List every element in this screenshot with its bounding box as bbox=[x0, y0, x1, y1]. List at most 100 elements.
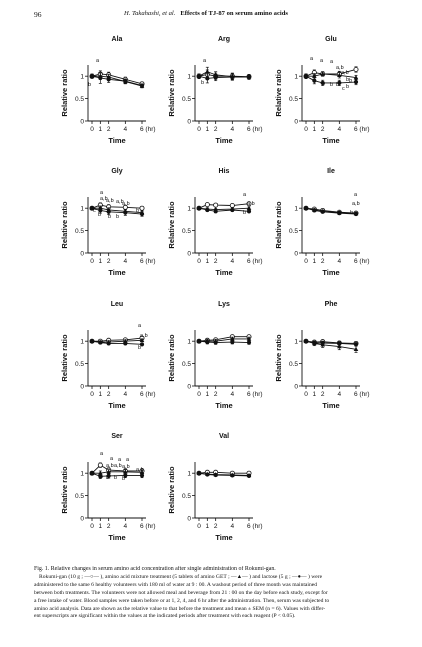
panel-title: Ile bbox=[327, 168, 335, 175]
caption-line: Fig. 1. Relative changes in serum amino … bbox=[34, 566, 276, 572]
data-point-filled-circle bbox=[98, 208, 103, 213]
caption-line: a free intake of water. Blood samples we… bbox=[34, 597, 330, 604]
x-axis-label: Time bbox=[215, 136, 232, 145]
x-axis-label: Time bbox=[322, 268, 339, 277]
x-tick-label: 1 bbox=[99, 258, 103, 265]
x-tick-label: 1 bbox=[206, 523, 210, 530]
significance-letter: a bbox=[243, 192, 247, 198]
x-tick-label: 0 bbox=[90, 258, 94, 265]
significance-letter: b bbox=[100, 474, 103, 480]
significance-letter: b bbox=[336, 82, 339, 88]
x-tick-label: 0 bbox=[197, 258, 201, 265]
y-tick-label: 1 bbox=[80, 206, 84, 213]
significance-letter: b bbox=[346, 84, 349, 90]
significance-letter: b bbox=[108, 214, 111, 220]
y-tick-label: 1 bbox=[294, 206, 298, 213]
y-axis-label: Relative ratio bbox=[274, 69, 283, 117]
x-tick-label: 6 (hr) bbox=[247, 391, 263, 398]
x-tick-label: 6 (hr) bbox=[140, 391, 156, 398]
y-axis-label: Relative ratio bbox=[167, 69, 176, 117]
x-tick-label: 0 bbox=[90, 126, 94, 133]
significance-letter: a,b bbox=[116, 199, 124, 205]
data-point-open-circle bbox=[139, 205, 145, 211]
data-point-filled-circle bbox=[89, 74, 95, 79]
x-tick-label: 2 bbox=[214, 523, 218, 530]
significance-letter: a,b bbox=[106, 198, 114, 204]
data-point-open-circle bbox=[213, 202, 219, 208]
significance-letter: a bbox=[320, 58, 324, 64]
significance-letter: a,b bbox=[106, 463, 114, 469]
y-tick-label: 1 bbox=[187, 74, 191, 81]
significance-letter: b bbox=[201, 80, 204, 86]
data-point-filled-circle bbox=[320, 80, 325, 86]
data-point-filled-circle bbox=[213, 472, 218, 478]
y-axis-label: Relative ratio bbox=[60, 466, 69, 514]
y-tick-label: 0.5 bbox=[75, 228, 84, 235]
y-tick-label: 0.5 bbox=[289, 96, 298, 103]
data-point-triangle bbox=[139, 337, 145, 343]
y-tick-label: 0 bbox=[294, 384, 298, 391]
significance-letter: a bbox=[96, 58, 100, 64]
data-point-filled-circle bbox=[320, 209, 325, 214]
x-tick-label: 2 bbox=[107, 391, 111, 398]
x-tick-label: 6 (hr) bbox=[354, 391, 370, 398]
data-point-filled-circle bbox=[230, 207, 235, 213]
y-tick-label: 0 bbox=[80, 384, 84, 391]
x-tick-label: 1 bbox=[313, 391, 317, 398]
running-head-title: Effects of TJ-87 on serum amino acids bbox=[180, 10, 288, 17]
x-tick-label: 2 bbox=[321, 126, 325, 133]
data-point-filled-circle bbox=[123, 79, 128, 84]
y-axis-label: Relative ratio bbox=[60, 201, 69, 249]
x-tick-label: 6 (hr) bbox=[247, 126, 263, 133]
panel-title: Val bbox=[219, 433, 229, 440]
y-tick-label: 0 bbox=[187, 251, 191, 258]
data-point-filled-circle bbox=[205, 339, 210, 345]
data-point-filled-circle bbox=[337, 211, 342, 216]
significance-letter: a,b bbox=[341, 70, 349, 76]
y-axis-label: Relative ratio bbox=[274, 201, 283, 249]
data-point-filled-circle bbox=[230, 339, 235, 345]
significance-letter: a bbox=[118, 457, 122, 463]
data-point-filled-circle bbox=[98, 474, 103, 479]
caption-line: Rokumi-gan (10 g ; —○— ), amino acid mix… bbox=[39, 573, 323, 580]
x-tick-label: 1 bbox=[99, 523, 103, 530]
y-tick-label: 1 bbox=[187, 471, 191, 478]
data-point-filled-circle bbox=[89, 339, 95, 344]
data-point-filled-circle bbox=[303, 339, 309, 344]
x-tick-label: 2 bbox=[214, 258, 218, 265]
significance-letter: b bbox=[243, 210, 246, 216]
significance-letter: a,b bbox=[140, 333, 148, 339]
data-point-triangle bbox=[246, 205, 252, 210]
x-tick-label: 4 bbox=[124, 258, 128, 265]
x-tick-label: 0 bbox=[197, 126, 201, 133]
y-tick-label: 0.5 bbox=[182, 96, 191, 103]
y-tick-label: 0.5 bbox=[75, 493, 84, 500]
x-tick-label: 0 bbox=[90, 391, 94, 398]
data-point-filled-circle bbox=[303, 74, 309, 79]
data-point-filled-circle bbox=[106, 473, 111, 478]
panel-title: Arg bbox=[218, 36, 230, 43]
x-tick-label: 4 bbox=[338, 391, 342, 398]
x-tick-label: 1 bbox=[313, 126, 317, 133]
significance-letter: c bbox=[93, 208, 96, 214]
x-tick-label: 0 bbox=[197, 391, 201, 398]
data-point-filled-circle bbox=[230, 74, 235, 80]
data-point-triangle bbox=[246, 336, 252, 341]
x-tick-label: 6 (hr) bbox=[354, 126, 370, 133]
panel-title: Glu bbox=[325, 36, 337, 43]
data-point-filled-circle bbox=[230, 473, 235, 478]
significance-letter: a bbox=[100, 190, 104, 196]
data-point-triangle bbox=[230, 336, 235, 341]
significance-letter: a,b bbox=[114, 463, 122, 469]
panel-title: His bbox=[219, 168, 230, 175]
significance-letter: b bbox=[122, 476, 125, 482]
data-point-triangle bbox=[205, 69, 210, 74]
significance-letter: b bbox=[138, 345, 141, 351]
data-point-filled-circle bbox=[196, 339, 202, 344]
x-tick-label: 0 bbox=[90, 523, 94, 530]
data-point-filled-circle bbox=[106, 341, 111, 346]
significance-letter: a bbox=[126, 457, 130, 463]
x-tick-label: 2 bbox=[321, 258, 325, 265]
x-tick-label: 6 (hr) bbox=[140, 523, 156, 530]
data-point-filled-circle bbox=[312, 340, 317, 346]
